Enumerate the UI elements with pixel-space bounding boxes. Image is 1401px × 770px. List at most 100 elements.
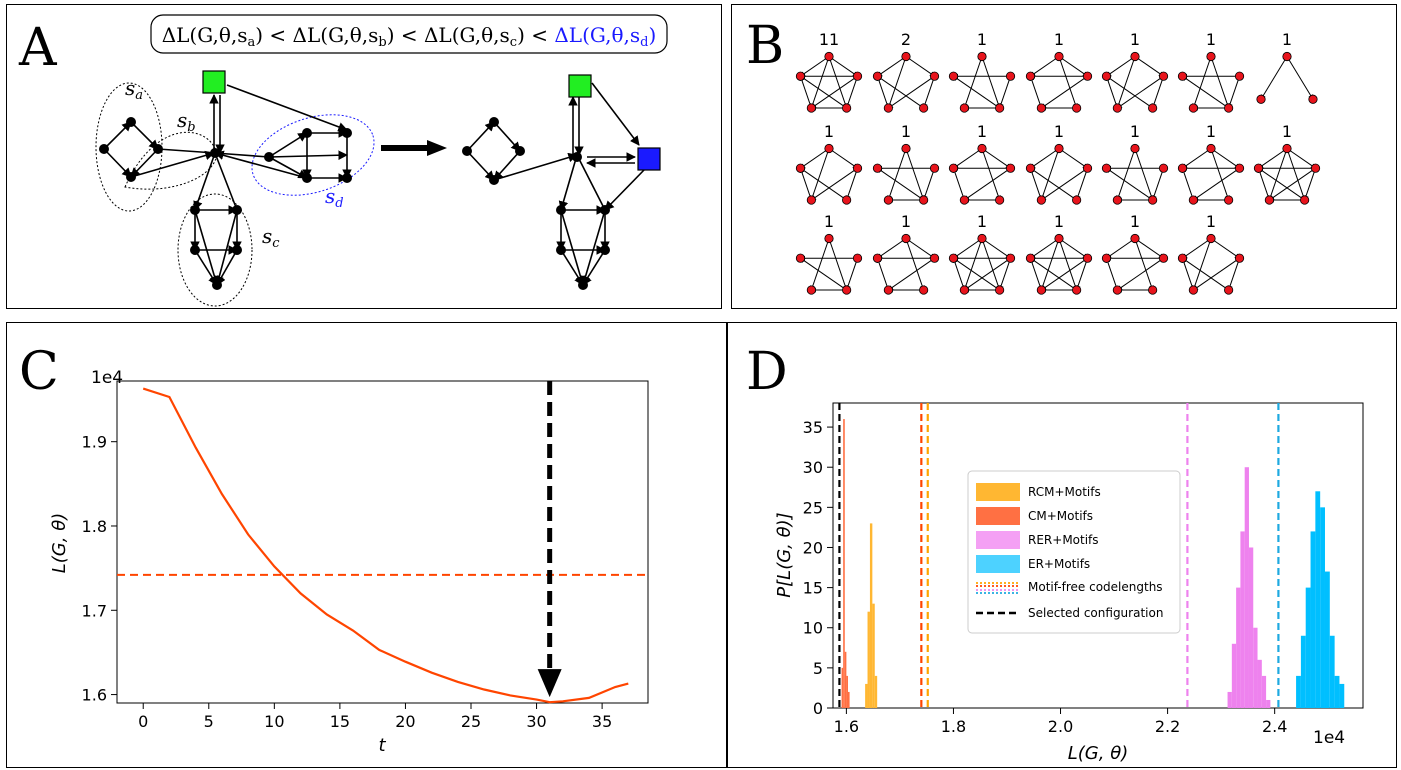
histogram-bar <box>1300 635 1306 708</box>
motif-node <box>1054 233 1064 244</box>
motif-edge <box>1192 238 1212 291</box>
motif-edge <box>1030 56 1060 77</box>
motif-count: 11 <box>819 30 839 49</box>
panel-c-ticks: 0 5 10 15 20 25 30 35 1.6 1.7 1.8 1.9 <box>82 433 613 731</box>
motif-grid: 11 2 1 1 1 1 11 1 1 1 1 1 11 1 1 1 1 1 <box>795 30 1321 295</box>
motif-graph <box>872 51 940 113</box>
motif-node <box>1082 253 1093 263</box>
panel-a-letter: A <box>18 18 58 78</box>
panel-d-legend: RCM+Motifs CM+Motifs RER+Motifs ER+Motif… <box>967 470 1181 634</box>
motif-edge <box>963 56 983 109</box>
motif-edge <box>1106 238 1136 259</box>
motif-edge <box>981 148 1011 169</box>
motif-edge <box>876 75 889 109</box>
motif-edge <box>1257 167 1270 201</box>
motif-node <box>795 163 806 173</box>
histogram-bar <box>1248 547 1254 708</box>
legend-swatch-er <box>976 555 1020 573</box>
panel-d-reference-lines <box>838 403 1280 708</box>
motif-edge <box>952 257 965 291</box>
motif-edge <box>905 148 925 201</box>
motif-node <box>1188 285 1198 295</box>
motif-node <box>919 285 929 295</box>
histogram-bar <box>1236 587 1241 708</box>
x-tick-label: 15 <box>330 712 350 731</box>
motif-count: 1 <box>977 212 987 231</box>
motif-edge <box>952 167 965 201</box>
motif-node <box>1177 71 1188 81</box>
motif-node <box>995 103 1005 113</box>
motif-edge <box>905 238 925 291</box>
motif-edge <box>828 238 848 291</box>
motif-edge <box>810 75 858 109</box>
motif-graph <box>1177 233 1245 295</box>
motif-node <box>959 195 969 205</box>
motif-edge <box>1106 167 1153 201</box>
motif-node <box>929 71 940 81</box>
histogram-bar <box>1324 571 1330 708</box>
x-tick-label: 2.2 <box>1155 717 1180 736</box>
formula-part-1: ΔL(G,θ,s <box>162 23 248 47</box>
y-tick-label: 1.8 <box>82 517 107 536</box>
formula-part-4: ) < <box>517 23 554 47</box>
motif-node <box>1005 71 1016 81</box>
motif-edge <box>810 148 830 201</box>
motif-node <box>1082 71 1093 81</box>
motif-edge <box>1029 257 1042 291</box>
motif-edge <box>953 75 1000 109</box>
motif-node <box>1188 103 1198 113</box>
y-tick-label: 15 <box>803 579 823 598</box>
motif-node <box>901 143 911 154</box>
y-tick-label: 0 <box>813 699 823 718</box>
motif-edge <box>877 75 924 109</box>
histogram-bar <box>867 611 870 708</box>
motif-node <box>842 195 852 205</box>
panel-a-diagram: A ΔL(G,θ,sa) < ΔL(G,θ,sb) < ΔL(G,θ,sc) <… <box>18 14 668 307</box>
y-tick-label: 35 <box>803 418 823 437</box>
motif-edge <box>887 75 935 109</box>
motif-edge <box>1192 56 1212 109</box>
motif-edge <box>1303 168 1317 201</box>
panel-c: C 1e4 0 5 10 15 20 25 30 35 1.6 1.7 1.8 1.9 t L(G, … <box>6 322 727 768</box>
motif-node <box>872 163 883 173</box>
network-after-nodes <box>462 74 661 290</box>
motif-edge <box>1227 258 1241 291</box>
motif-edge <box>799 167 812 201</box>
histogram-bar <box>1261 675 1267 708</box>
motif-edge <box>828 56 858 77</box>
motif-count: 1 <box>824 212 834 231</box>
motif-node <box>1072 195 1082 205</box>
motif-edge <box>1075 258 1089 291</box>
motif-node <box>1308 94 1318 104</box>
motif-node <box>1148 285 1158 295</box>
motif-node <box>1082 163 1093 173</box>
motif-graph <box>1177 51 1245 113</box>
motif-graph <box>795 51 863 113</box>
motif-count: 1 <box>1282 30 1292 49</box>
legend-label-rcm: RCM+Motifs <box>1028 485 1101 499</box>
motif-count: 1 <box>824 122 834 141</box>
motif-edge <box>1040 257 1088 291</box>
motif-edge <box>1030 238 1060 259</box>
legend-swatch-rcm <box>976 483 1020 501</box>
motif-edge <box>1182 75 1229 109</box>
motif-edge <box>981 56 1001 109</box>
panel-d-axes-frame <box>832 402 1364 709</box>
motif-node <box>872 253 883 263</box>
motif-node <box>1025 71 1036 81</box>
histogram-bar <box>869 523 873 708</box>
y-tick-label: 20 <box>803 538 823 557</box>
motif-node <box>1148 195 1158 205</box>
motif-graph <box>1253 143 1321 205</box>
subgraph-b-outline <box>124 131 218 190</box>
transform-arrow-head <box>427 140 447 156</box>
histogram-bar <box>1310 531 1316 708</box>
panel-d-letter: D <box>746 342 788 402</box>
y-tick-label: 30 <box>803 458 823 477</box>
motif-node <box>1234 253 1245 263</box>
formula-text: ΔL(G,θ,sa) < ΔL(G,θ,sb) < ΔL(G,θ,sc) < Δ… <box>162 23 657 50</box>
y-tick-label: 5 <box>813 659 823 678</box>
panel-c-chart: C 1e4 0 5 10 15 20 25 30 35 1.6 1.7 1.8 1.9 t L(G, … <box>19 342 649 756</box>
motif-node <box>1256 94 1266 104</box>
histogram-bar <box>847 691 850 708</box>
